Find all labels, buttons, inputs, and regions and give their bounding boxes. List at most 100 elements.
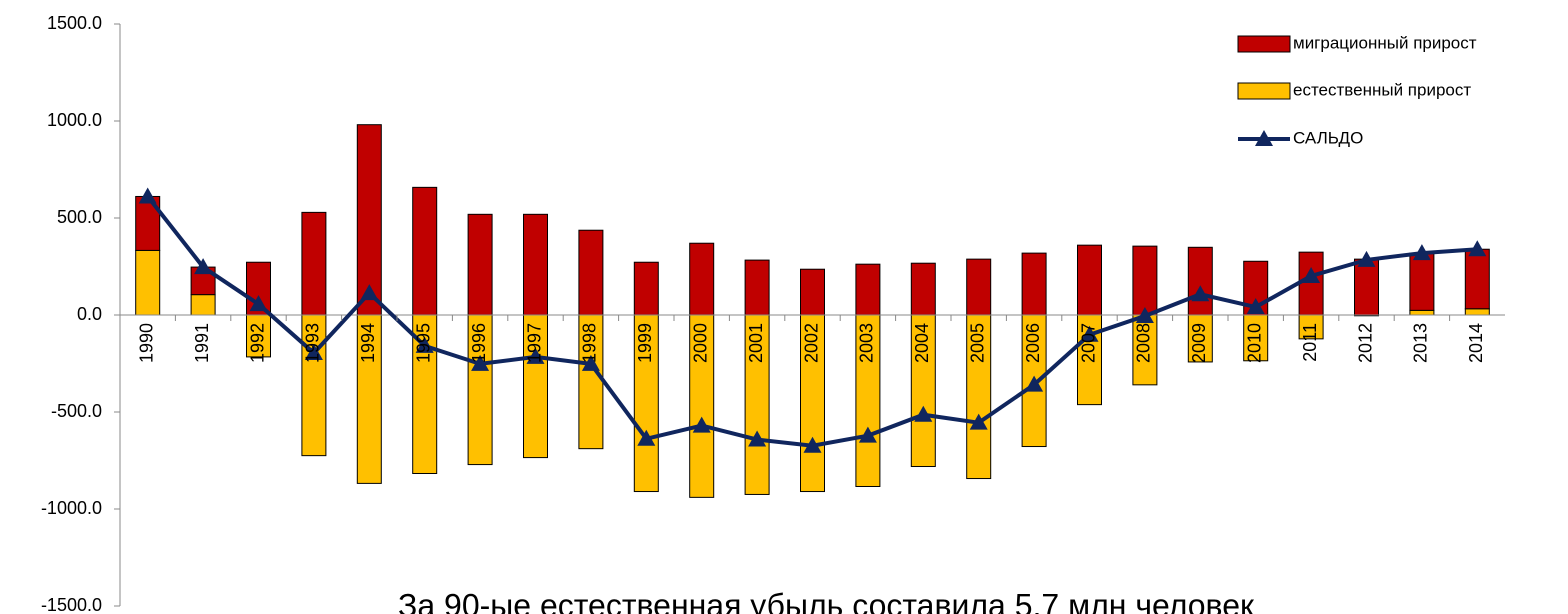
- bar: [910, 314, 936, 468]
- x-tick-label: 1997: [524, 323, 544, 363]
- marker: [1357, 250, 1376, 267]
- marker: [304, 344, 323, 361]
- legend-label: САЛЬДО: [1293, 128, 1363, 147]
- legend-swatch: [1237, 82, 1291, 100]
- x-tick-label: 2005: [967, 323, 987, 363]
- x-tick-label: 2013: [1411, 323, 1431, 363]
- bar: [855, 263, 881, 316]
- bar: [1464, 308, 1490, 316]
- marker: [138, 187, 157, 204]
- bar: [1132, 245, 1158, 316]
- bar: [578, 229, 604, 316]
- x-tick-label: 2010: [1244, 323, 1264, 363]
- x-tick-label: 1992: [247, 323, 267, 363]
- x-tick-label: 1991: [192, 323, 212, 363]
- y-tick-label: -1000.0: [41, 498, 102, 518]
- bar: [190, 294, 216, 316]
- x-tick-label: 2012: [1355, 323, 1375, 363]
- marker: [1025, 375, 1044, 392]
- marker: [1135, 306, 1154, 323]
- marker: [249, 295, 268, 312]
- y-tick-label: -1500.0: [41, 595, 102, 614]
- bar: [633, 314, 659, 493]
- bar: [744, 259, 770, 316]
- bar: [523, 213, 548, 316]
- bar: [1077, 244, 1102, 316]
- y-tick-label: 1000.0: [47, 110, 102, 130]
- marker: [803, 436, 822, 453]
- x-tick-label: 2001: [746, 323, 766, 363]
- marker: [194, 258, 213, 275]
- marker: [1080, 325, 1099, 342]
- marker: [1412, 244, 1431, 261]
- bar: [246, 314, 271, 358]
- bar: [1354, 258, 1379, 316]
- marker: [1302, 267, 1321, 284]
- bar: [1021, 252, 1047, 316]
- marker: [969, 413, 988, 430]
- legend-label: миграционный прирост: [1293, 33, 1477, 52]
- marker: [637, 429, 656, 446]
- bar: [633, 261, 659, 316]
- bar: [1464, 248, 1490, 310]
- bar: [135, 249, 161, 316]
- bar: [467, 213, 493, 316]
- bar: [966, 258, 992, 316]
- marker: [581, 354, 600, 371]
- bar: [301, 211, 327, 316]
- bar: [689, 314, 715, 498]
- marker: [526, 347, 545, 364]
- x-tick-label: 2008: [1134, 323, 1154, 363]
- marker: [914, 405, 933, 422]
- legend-swatch: [1237, 35, 1291, 53]
- x-tick-label: 1990: [136, 323, 156, 363]
- marker: [858, 426, 877, 443]
- x-tick-label: 1993: [303, 323, 323, 363]
- marker: [1468, 240, 1487, 257]
- marker: [692, 416, 711, 433]
- x-tick-label: 2009: [1189, 323, 1209, 363]
- x-tick-label: 2000: [690, 323, 710, 363]
- legend-label: естественный прирост: [1293, 80, 1471, 99]
- y-tick-label: -500.0: [51, 401, 102, 421]
- x-tick-label: 2014: [1466, 323, 1486, 363]
- bar: [1132, 314, 1158, 386]
- bar: [800, 268, 825, 316]
- x-tick-label: 1995: [413, 323, 433, 363]
- marker: [1246, 298, 1265, 315]
- x-tick-label: 2004: [912, 323, 932, 363]
- bar: [1187, 246, 1213, 316]
- bar: [135, 195, 161, 251]
- bar: [1187, 314, 1213, 363]
- y-tick-label: 1500.0: [47, 13, 102, 33]
- bar: [744, 314, 770, 495]
- x-tick-label: 2006: [1023, 323, 1043, 363]
- x-tick-label: 1998: [580, 323, 600, 363]
- marker: [360, 284, 379, 301]
- y-tick-label: 500.0: [57, 207, 102, 227]
- x-tick-label: 1994: [358, 323, 378, 363]
- bar: [467, 314, 493, 466]
- x-tick-label: 2011: [1300, 323, 1320, 362]
- x-tick-label: 1999: [635, 323, 655, 363]
- bar: [412, 186, 438, 316]
- x-tick-label: 2007: [1078, 323, 1098, 363]
- bar: [301, 314, 327, 457]
- x-tick-label: 2003: [857, 323, 877, 363]
- bar: [356, 314, 382, 484]
- bar: [1409, 252, 1435, 311]
- bar: [1298, 251, 1324, 316]
- bar: [855, 314, 881, 487]
- marker: [1191, 285, 1210, 302]
- bar: [356, 124, 382, 316]
- annotation: За 90-ые естественная убыль составила 5,…: [398, 587, 1255, 614]
- bar: [910, 262, 936, 316]
- marker: [415, 336, 434, 353]
- legend-marker: [1255, 130, 1273, 146]
- marker: [471, 354, 490, 371]
- bar: [1409, 309, 1435, 316]
- x-tick-label: 1996: [469, 323, 489, 363]
- bar: [800, 314, 825, 493]
